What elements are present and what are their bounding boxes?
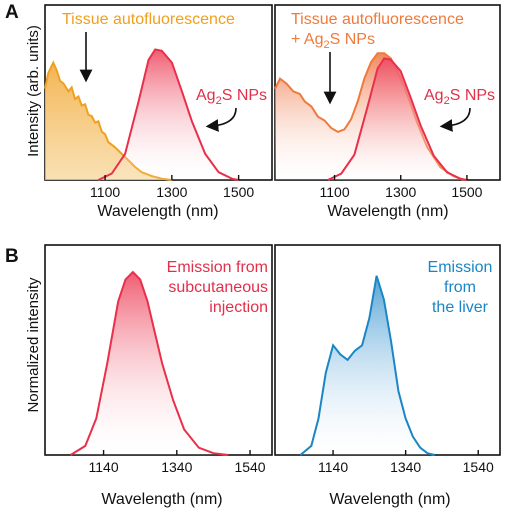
ag2s-base-r: Ag (424, 87, 444, 104)
series-line-liver (299, 275, 435, 456)
annotation-subcutaneous-line3: injection (209, 299, 268, 316)
annotation-tissue-autofluorescence: Tissue autofluorescence (62, 11, 235, 28)
x-tick-label: 1140 (318, 459, 348, 475)
x-axis-label-a-left: Wavelength (nm) (97, 203, 218, 220)
series-line-np (97, 48, 239, 181)
x-tick-label: 1100 (320, 184, 350, 200)
series-line-np (327, 57, 468, 181)
plus-ag-tail: S NPs (330, 31, 375, 48)
x-tick-label: 1300 (385, 184, 416, 200)
series-area-tissue (45, 62, 172, 180)
annotation-liver-line2: from (444, 279, 476, 296)
annotation-tissue-plus-ag2s-line1: Tissue autofluorescence (291, 11, 464, 28)
x-tick-label: 1540 (234, 459, 265, 475)
panel-label-a: A (5, 2, 19, 23)
panel-a-right-plot: 1100 1300 1500 (274, 52, 483, 200)
panel-a-left-plot: 1100 1300 1500 (44, 48, 254, 200)
y-axis-label-top: Intensity (arb. units) (25, 25, 42, 157)
series-area-np (70, 272, 229, 455)
plus-ag: + Ag (291, 31, 323, 48)
annotation-liver-line1: Emission (428, 259, 493, 276)
x-axis-label-b-left: Wavelength (nm) (101, 491, 222, 508)
x-tick-label: 1300 (156, 184, 187, 200)
annotation-subcutaneous-line2: subcutaneous (168, 279, 268, 296)
series-area-liver (300, 275, 435, 455)
annotation-subcutaneous-line1: Emission from (167, 259, 268, 276)
panel-b-left-plot: 1140 1340 1540 (70, 270, 266, 475)
x-axis-label-b-right: Wavelength (nm) (329, 491, 450, 508)
annotation-ag2s-nps-a-left: Ag2S NPs (196, 87, 267, 107)
ag2s-sub-r: 2 (444, 95, 450, 107)
x-tick-label: 1540 (463, 459, 494, 475)
series-area-np (98, 49, 239, 180)
annotation-ag2s-nps-a-right: Ag2S NPs (424, 87, 495, 107)
x-tick-label: 1500 (451, 184, 482, 200)
y-axis-label-bottom: Normalized intensity (25, 277, 42, 413)
x-tick-label: 1140 (89, 459, 119, 475)
arrow-ag2s-a-left (205, 107, 237, 132)
series-area-np (327, 58, 467, 180)
x-tick-label: 1340 (390, 459, 421, 475)
plus-ag-sub: 2 (323, 39, 329, 51)
ag2s-sub: 2 (216, 95, 222, 107)
x-tick-label: 1340 (161, 459, 192, 475)
series-line-np (70, 270, 229, 456)
ag2s-tail: S NPs (222, 87, 267, 104)
ag2s-base: Ag (196, 87, 216, 104)
annotation-tissue-plus-ag2s-line2: + Ag2S NPs (291, 31, 375, 51)
panel-b-right-plot: 1140 1340 1540 (299, 275, 494, 475)
x-tick-label: 1100 (90, 184, 120, 200)
panel-label-b: B (5, 246, 19, 267)
ag2s-tail-r: S NPs (450, 87, 495, 104)
x-axis-label-a-right: Wavelength (nm) (327, 203, 448, 220)
arrow-ag2s-a-right (439, 107, 471, 132)
annotation-liver-line3: the liver (432, 299, 489, 316)
x-tick-label: 1500 (223, 184, 254, 200)
